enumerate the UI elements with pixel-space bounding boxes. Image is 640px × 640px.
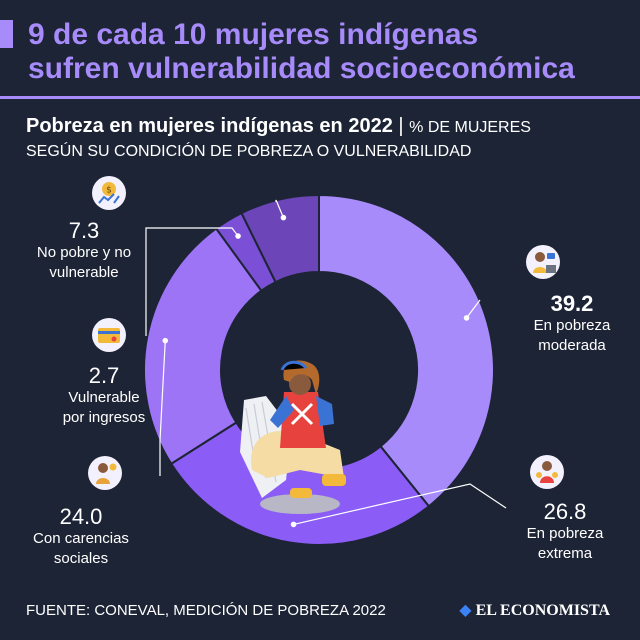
title-divider bbox=[0, 96, 640, 99]
money-growth-icon: $ bbox=[92, 176, 126, 210]
label-vulnerable-ingresos: 2.7 Vulnerable por ingresos bbox=[34, 364, 174, 428]
caption-vulnerable-ingresos-1: Vulnerable bbox=[68, 389, 140, 406]
leader-line-2 bbox=[159, 340, 166, 476]
title-line-2: sufren vulnerabilidad socioeconómica bbox=[28, 52, 575, 85]
value-no-pobre: 7.3 bbox=[68, 218, 100, 243]
value-pobreza-moderada: 39.2 bbox=[550, 291, 594, 316]
caption-pobreza-extrema-1: En pobreza bbox=[526, 525, 604, 542]
label-carencias-sociales: 24.0 Con carencias sociales bbox=[21, 505, 141, 569]
caption-pobreza-moderada-1: En pobreza bbox=[533, 317, 611, 334]
leader-line-1 bbox=[293, 483, 507, 526]
chart-subtitle-line-2: SEGÚN SU CONDICIÓN DE POBREZA O VULNERAB… bbox=[26, 143, 472, 160]
brand-logo: ◆ EL ECONOMISTA bbox=[459, 601, 610, 621]
title-accent-bar bbox=[0, 20, 13, 48]
title-line-1: 9 de cada 10 mujeres indígenas bbox=[28, 18, 479, 51]
caption-pobreza-extrema-2: extrema bbox=[537, 545, 593, 562]
svg-text:$: $ bbox=[106, 186, 112, 196]
woman-money-icon bbox=[88, 456, 122, 490]
leader-line-3 bbox=[145, 227, 239, 336]
caption-vulnerable-ingresos-2: por ingresos bbox=[62, 409, 146, 426]
donut-slices bbox=[143, 193, 495, 546]
brand-mark-icon: ◆ bbox=[459, 602, 472, 619]
leader-line-4 bbox=[275, 199, 284, 218]
chart-subtitle: Pobreza en mujeres indígenas en 2022 | %… bbox=[26, 114, 531, 140]
page-title: 9 de cada 10 mujeres indígenas sufren vu… bbox=[28, 18, 575, 86]
caption-carencias-sociales-2: sociales bbox=[53, 550, 109, 567]
caption-carencias-sociales-1: Con carencias bbox=[33, 530, 129, 547]
value-carencias-sociales: 24.0 bbox=[59, 504, 103, 529]
worker-cashier-icon bbox=[526, 245, 560, 279]
value-pobreza-extrema: 26.8 bbox=[543, 499, 587, 524]
donut-slice-2 bbox=[143, 227, 263, 466]
mother-children-icon bbox=[530, 455, 564, 489]
donut-slice-4 bbox=[240, 193, 320, 284]
label-pobreza-extrema: 26.8 En pobreza extrema bbox=[505, 500, 625, 564]
brand-name: EL ECONOMISTA bbox=[475, 602, 610, 619]
caption-no-pobre-1: No pobre y no bbox=[36, 244, 132, 261]
value-vulnerable-ingresos: 2.7 bbox=[88, 363, 120, 388]
label-no-pobre: 7.3 No pobre y no vulnerable bbox=[14, 219, 154, 283]
label-pobreza-moderada: 39.2 En pobreza moderada bbox=[512, 292, 632, 356]
source-note: FUENTE: CONEVAL, MEDICIÓN DE POBREZA 202… bbox=[26, 602, 386, 619]
leader-lines bbox=[145, 199, 507, 528]
subtitle-separator: | bbox=[398, 115, 404, 137]
woman-reading-illustration bbox=[240, 360, 346, 514]
chart-subtitle-main: Pobreza en mujeres indígenas en 2022 bbox=[26, 115, 393, 137]
caption-pobreza-moderada-2: moderada bbox=[538, 337, 606, 354]
donut-slice-0 bbox=[318, 193, 495, 508]
caption-no-pobre-2: vulnerable bbox=[49, 264, 119, 281]
wallet-card-icon bbox=[92, 318, 126, 352]
chart-unit: % DE MUJERES bbox=[409, 119, 531, 136]
leader-line-0 bbox=[466, 299, 481, 319]
